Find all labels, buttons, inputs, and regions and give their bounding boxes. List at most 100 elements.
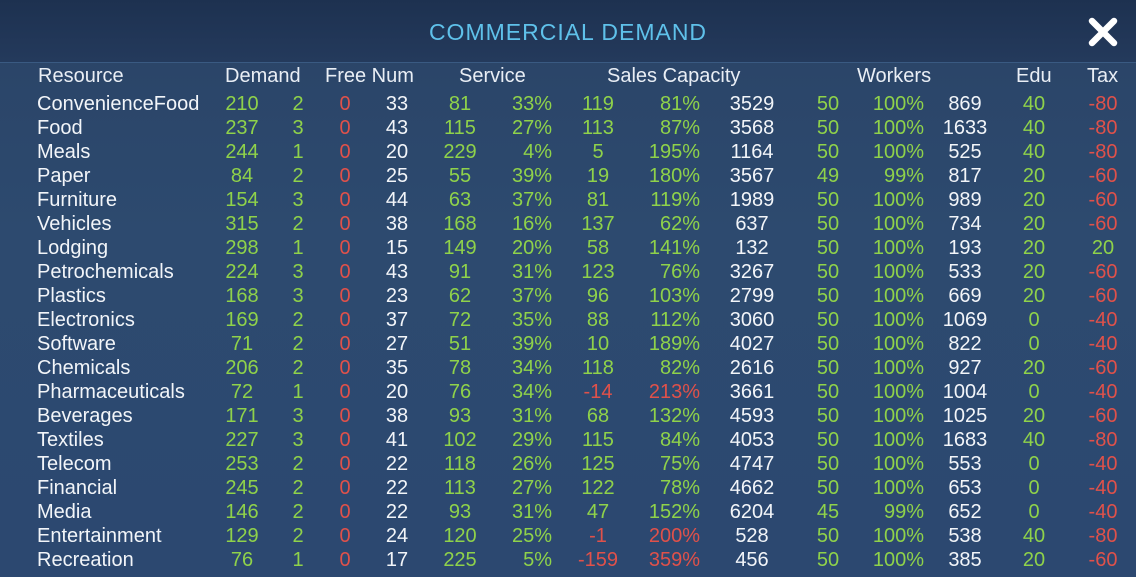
- close-icon[interactable]: [1085, 14, 1121, 50]
- sales-cell: 137: [581, 213, 615, 235]
- service-cell: 51: [448, 333, 472, 355]
- edu-cell: 20: [1022, 357, 1046, 379]
- capacity-cell: 4027: [729, 333, 775, 355]
- table-row: Paper 84 2 0 25 55 39% 19 180% 3567 49 99% 817 20 -60: [0, 164, 1136, 188]
- service-pct-cell: 27%: [511, 477, 552, 499]
- demand-cell: 227: [225, 429, 259, 451]
- workers-pct-cell: 100%: [872, 453, 924, 475]
- workers-pct-cell: 99%: [883, 165, 924, 187]
- service-pct-cell: 37%: [511, 285, 552, 307]
- resource-name-cell: Furniture: [37, 189, 118, 211]
- workers-total-cell: 1633: [942, 117, 988, 139]
- capacity-cell: 6204: [729, 501, 775, 523]
- resource-name-cell: Media: [37, 501, 92, 523]
- sales-pct-cell: 75%: [659, 453, 700, 475]
- sales-pct-cell: 82%: [659, 357, 700, 379]
- workers-pct-cell: 100%: [872, 117, 924, 139]
- workers-cell: 50: [816, 237, 840, 259]
- sales-cell: -14: [583, 381, 613, 403]
- capacity-cell: 2616: [729, 357, 775, 379]
- header-tax: Tax: [1087, 65, 1119, 87]
- header-service: Service: [459, 65, 526, 87]
- table-row: Recreation 76 1 0 17 225 5% -159 359% 456 50 100% 38…: [0, 548, 1136, 572]
- workers-total-cell: 1069: [942, 309, 988, 331]
- num-cell: 33: [385, 93, 409, 115]
- workers-pct-cell: 100%: [872, 429, 924, 451]
- workers-pct-cell: 100%: [872, 549, 924, 571]
- num-cell: 25: [385, 165, 409, 187]
- edu-cell: 0: [1028, 309, 1040, 331]
- edu-cell: 0: [1028, 453, 1040, 475]
- service-cell: 225: [443, 549, 477, 571]
- resource-name-cell: Telecom: [37, 453, 112, 475]
- workers-cell: 50: [816, 93, 840, 115]
- workers-pct-cell: 100%: [872, 309, 924, 331]
- service-cell: 229: [443, 141, 477, 163]
- level-cell: 2: [292, 525, 304, 547]
- level-cell: 3: [292, 189, 304, 211]
- workers-cell: 50: [816, 477, 840, 499]
- free-cell: 0: [339, 93, 351, 115]
- sales-cell: 47: [586, 501, 610, 523]
- edu-cell: 40: [1022, 141, 1046, 163]
- demand-cell: 171: [225, 405, 259, 427]
- sales-pct-cell: 103%: [648, 285, 700, 307]
- workers-total-cell: 1004: [942, 381, 988, 403]
- num-cell: 17: [385, 549, 409, 571]
- header-workers: Workers: [857, 65, 932, 87]
- table-row: Textiles 227 3 0 41 102 29% 115 84% 4053 50 100% 168…: [0, 428, 1136, 452]
- demand-cell: 168: [225, 285, 259, 307]
- sales-pct-cell: 87%: [659, 117, 700, 139]
- capacity-cell: 456: [735, 549, 769, 571]
- sales-cell: 88: [586, 309, 610, 331]
- workers-cell: 50: [816, 309, 840, 331]
- free-cell: 0: [339, 333, 351, 355]
- workers-total-cell: 989: [948, 189, 982, 211]
- workers-pct-cell: 100%: [872, 213, 924, 235]
- workers-pct-cell: 100%: [872, 141, 924, 163]
- tax-cell: -80: [1088, 141, 1118, 163]
- edu-cell: 20: [1022, 237, 1046, 259]
- edu-cell: 20: [1022, 189, 1046, 211]
- workers-total-cell: 525: [948, 141, 982, 163]
- resource-name-cell: Entertainment: [37, 525, 162, 547]
- capacity-cell: 2799: [729, 285, 775, 307]
- free-cell: 0: [339, 165, 351, 187]
- demand-cell: 76: [230, 549, 254, 571]
- free-cell: 0: [339, 141, 351, 163]
- capacity-cell: 3567: [729, 165, 775, 187]
- demand-cell: 146: [225, 501, 259, 523]
- level-cell: 3: [292, 405, 304, 427]
- demand-cell: 237: [225, 117, 259, 139]
- num-cell: 22: [385, 453, 409, 475]
- free-cell: 0: [339, 381, 351, 403]
- sales-cell: 118: [582, 357, 614, 379]
- level-cell: 1: [292, 549, 304, 571]
- tax-cell: -40: [1088, 501, 1118, 523]
- table-row: Food 237 3 0 43 115 27% 113 87% 3568 50 100% 1633 40 -…: [0, 116, 1136, 140]
- service-pct-cell: 16%: [511, 213, 552, 235]
- service-pct-cell: 34%: [511, 357, 552, 379]
- header-resource: Resource: [38, 65, 124, 87]
- workers-total-cell: 553: [948, 453, 982, 475]
- table-row: Media 146 2 0 22 93 31% 47 152% 6204 45 99% 652 0 -40: [0, 500, 1136, 524]
- resource-name-cell: Beverages: [37, 405, 133, 427]
- workers-cell: 50: [816, 117, 840, 139]
- level-cell: 2: [292, 357, 304, 379]
- table-row: Financial 245 2 0 22 113 27% 122 78% 4662 50 100% 65…: [0, 476, 1136, 500]
- service-cell: 118: [444, 453, 476, 475]
- sales-pct-cell: 78%: [659, 477, 700, 499]
- workers-cell: 50: [816, 525, 840, 547]
- workers-total-cell: 669: [948, 285, 982, 307]
- resource-name-cell: Financial: [37, 477, 118, 499]
- sales-pct-cell: 81%: [659, 93, 700, 115]
- demand-cell: 206: [225, 357, 259, 379]
- level-cell: 3: [292, 261, 304, 283]
- num-cell: 22: [385, 477, 409, 499]
- capacity-cell: 3661: [729, 381, 775, 403]
- resource-name-cell: Lodging: [37, 237, 109, 259]
- demand-cell: 315: [225, 213, 259, 235]
- edu-cell: 20: [1022, 549, 1046, 571]
- table-row: Lodging 298 1 0 15 149 20% 58 141% 132 50 100% 193 20…: [0, 236, 1136, 260]
- tax-cell: -40: [1088, 381, 1118, 403]
